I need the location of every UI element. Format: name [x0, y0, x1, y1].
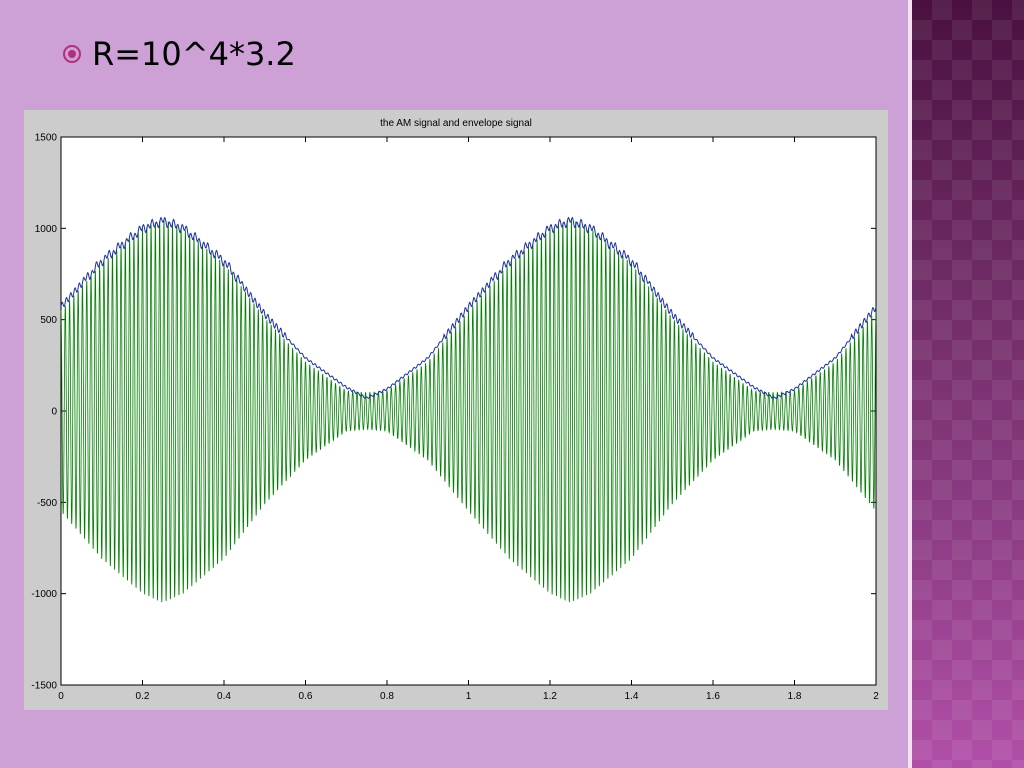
y-tick-label: 0: [51, 407, 57, 418]
axes-area: [60, 136, 877, 686]
y-tick-label: -1000: [31, 589, 57, 600]
axis-ticks: [60, 136, 877, 686]
x-tick-label: 0: [58, 691, 64, 702]
y-tick-label: -1500: [31, 681, 57, 692]
x-tick-label: 1.4: [625, 691, 639, 702]
bullet-point: R=10^4*3.2: [62, 30, 296, 78]
chart-title: the AM signal and envelope signal: [380, 118, 532, 129]
x-tick-label: 2: [873, 691, 879, 702]
x-tick-label: 1.6: [706, 691, 720, 702]
axis-tick-labels: 0 0.2 0.4 0.6 0.8 1 1.2 1.4 1.6 1.8 2150010005000-…: [31, 133, 879, 703]
am-signal-line: [60, 219, 877, 603]
series-layer: [60, 216, 877, 603]
diamond-pattern: [912, 0, 1024, 768]
y-tick-label: -500: [37, 498, 57, 509]
x-tick-label: 0.8: [380, 691, 394, 702]
y-tick-label: 500: [40, 315, 57, 326]
matlab-figure: the AM signal and envelope signal 0 0.2 0.…: [24, 110, 888, 710]
bullet-text: R=10^4*3.2: [92, 35, 296, 73]
x-tick-label: 0.6: [299, 691, 313, 702]
x-tick-label: 1.8: [788, 691, 802, 702]
x-tick-label: 1: [466, 691, 472, 702]
x-tick-label: 1.2: [543, 691, 557, 702]
decorative-sidebar: [912, 0, 1024, 768]
am-envelope-chart: the AM signal and envelope signal 0 0.2 0.…: [31, 118, 879, 703]
y-tick-label: 1000: [35, 224, 58, 235]
sidebar-edge: [908, 0, 912, 768]
target-bullet-icon: [63, 45, 81, 63]
x-tick-label: 0.4: [217, 691, 231, 702]
x-tick-label: 0.2: [136, 691, 150, 702]
y-tick-label: 1500: [35, 133, 58, 144]
envelope-line: [60, 216, 877, 399]
